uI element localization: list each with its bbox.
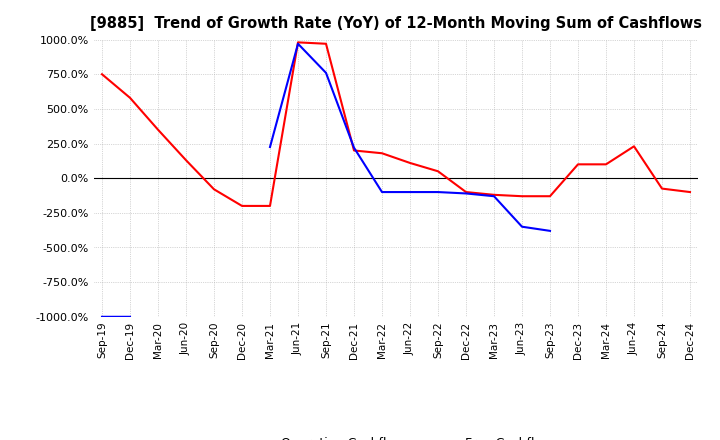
Operating Cashflow xyxy=(490,192,498,198)
Operating Cashflow xyxy=(546,194,554,199)
Free Cashflow xyxy=(490,194,498,199)
Free Cashflow xyxy=(462,191,470,196)
Free Cashflow xyxy=(98,314,107,319)
Legend: Operating Cashflow, Free Cashflow: Operating Cashflow, Free Cashflow xyxy=(235,432,557,440)
Operating Cashflow xyxy=(657,186,666,191)
Free Cashflow xyxy=(433,189,442,194)
Operating Cashflow xyxy=(181,158,190,163)
Operating Cashflow xyxy=(433,169,442,174)
Free Cashflow xyxy=(322,70,330,76)
Free Cashflow xyxy=(405,189,414,194)
Operating Cashflow xyxy=(153,127,162,132)
Free Cashflow xyxy=(378,189,387,194)
Line: Operating Cashflow: Operating Cashflow xyxy=(102,42,690,206)
Operating Cashflow xyxy=(238,203,246,209)
Operating Cashflow xyxy=(378,150,387,156)
Operating Cashflow xyxy=(266,203,274,209)
Free Cashflow xyxy=(294,41,302,46)
Operating Cashflow xyxy=(294,40,302,45)
Operating Cashflow xyxy=(126,95,135,100)
Operating Cashflow xyxy=(210,187,218,192)
Operating Cashflow xyxy=(574,161,582,167)
Operating Cashflow xyxy=(462,189,470,194)
Operating Cashflow xyxy=(518,194,526,199)
Operating Cashflow xyxy=(602,161,611,167)
Operating Cashflow xyxy=(685,189,694,194)
Free Cashflow xyxy=(350,145,359,150)
Title: [9885]  Trend of Growth Rate (YoY) of 12-Month Moving Sum of Cashflows: [9885] Trend of Growth Rate (YoY) of 12-… xyxy=(90,16,702,32)
Free Cashflow xyxy=(546,228,554,234)
Free Cashflow xyxy=(266,144,274,150)
Line: Free Cashflow: Free Cashflow xyxy=(102,44,550,317)
Operating Cashflow xyxy=(98,72,107,77)
Operating Cashflow xyxy=(350,148,359,153)
Free Cashflow xyxy=(518,224,526,229)
Operating Cashflow xyxy=(322,41,330,46)
Operating Cashflow xyxy=(405,160,414,165)
Free Cashflow xyxy=(126,314,135,319)
Operating Cashflow xyxy=(630,144,639,149)
